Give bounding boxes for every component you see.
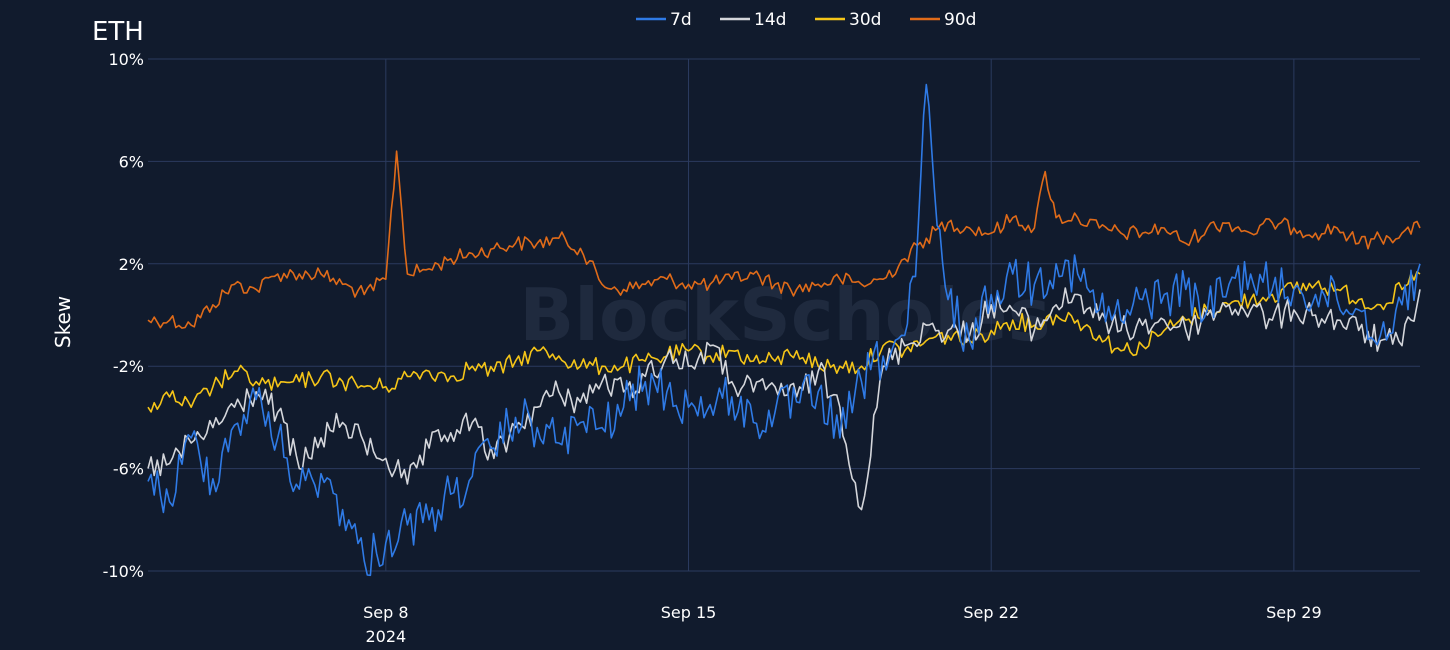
legend-label-7d: 7d [670,10,692,30]
legend: 7d 14d 30d 90d [636,10,976,30]
legend-label-30d: 30d [849,10,881,30]
x-tick-label: Sep 29 [1266,603,1322,622]
x-year-label: 2024 [365,627,406,646]
y-tick-label: -6% [113,460,144,479]
chart-title: ETH [92,17,144,47]
y-tick-label: 10% [108,50,144,69]
series-layer [147,83,1421,577]
y-tick-label: 2% [119,255,144,274]
series-line-30d [147,271,1421,413]
grid [148,58,1420,572]
series-line-14d [147,287,1421,511]
y-tick-label: -10% [103,562,144,581]
y-tick-label: 6% [119,152,144,171]
x-tick-label: Sep 15 [661,603,717,622]
series-line-7d [147,83,1421,577]
legend-label-14d: 14d [754,10,786,30]
y-axis-title: Skew [51,296,75,348]
y-axis: 10% 6% 2% -2% -6% -10% [103,50,144,581]
legend-label-90d: 90d [944,10,976,30]
y-tick-label: -2% [113,357,144,376]
series-line-90d [147,150,1421,329]
x-tick-label: Sep 8 [363,603,408,622]
x-tick-label: Sep 22 [963,603,1019,622]
x-axis: Sep 8 2024 Sep 15 Sep 22 Sep 29 [363,603,1322,646]
